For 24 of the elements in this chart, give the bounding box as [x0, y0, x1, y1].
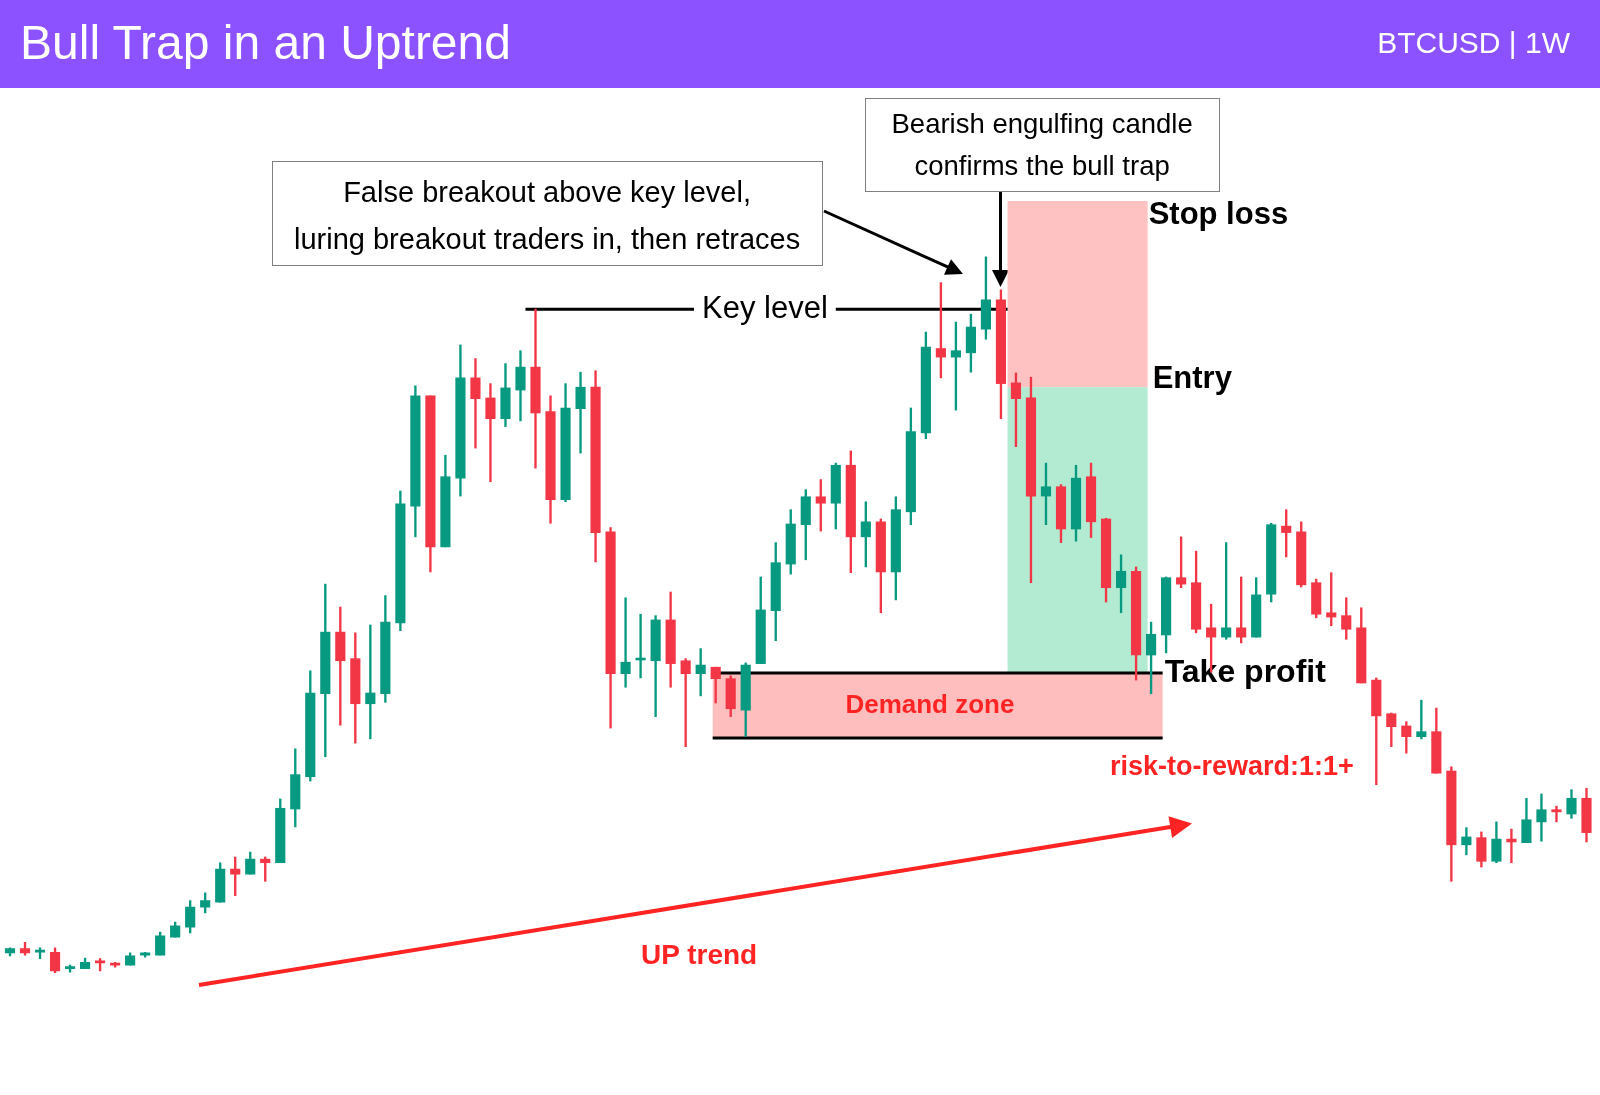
candlestick	[470, 358, 481, 449]
candlestick	[1416, 699, 1427, 740]
band-label: Entry	[1152, 359, 1233, 395]
annotation: UP trend	[641, 938, 758, 972]
candlestick	[575, 371, 586, 454]
annotation: risk-to-reward:1:1+	[1110, 750, 1354, 783]
ref-line-label: Take profit	[1164, 652, 1327, 689]
candlestick	[365, 624, 376, 740]
candlestick	[680, 658, 691, 748]
candlestick	[620, 597, 631, 688]
band-label: Demand zone	[845, 688, 1015, 719]
candlestick	[1506, 828, 1517, 864]
candlestick	[530, 308, 541, 469]
text: False breakout above key level, luring breakout traders in, then retraces	[294, 174, 801, 257]
candlestick	[1536, 793, 1547, 842]
candlestick	[695, 648, 706, 697]
candlestick	[1461, 827, 1472, 856]
text: Bearish engulfing candle confirms the bull trap	[891, 106, 1193, 183]
chart-subtitle: BTCUSD | 1W	[1377, 25, 1570, 61]
ref-line-label: Key level	[702, 289, 828, 325]
candlestick	[1551, 805, 1562, 823]
candlestick	[485, 383, 496, 483]
band-label: Stop loss	[1148, 195, 1289, 231]
chart-title: Bull Trap in an Uptrend	[20, 15, 511, 71]
